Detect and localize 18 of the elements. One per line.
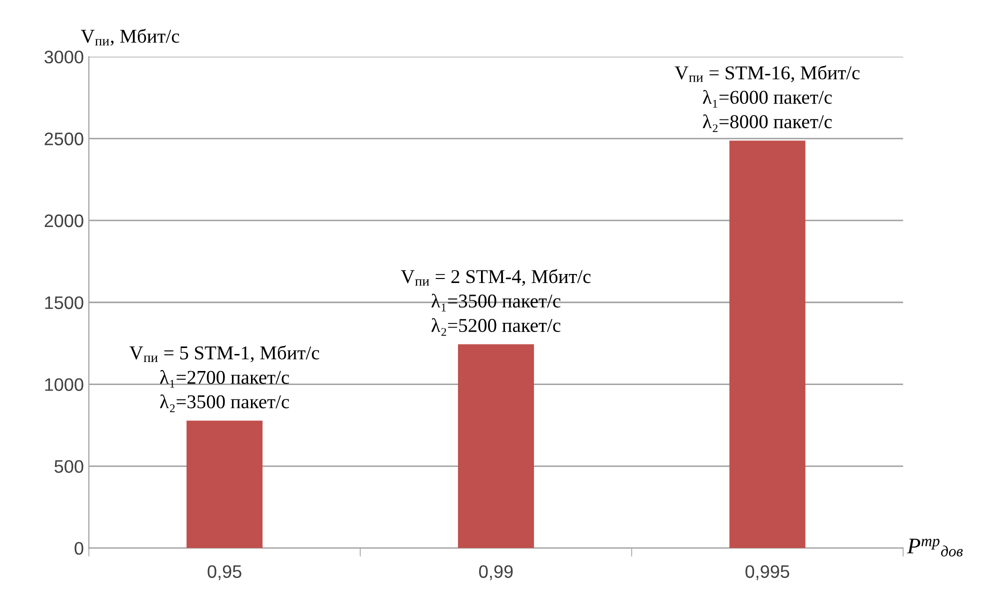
annotation: V$_{пи}$ = 5 STM-1, Мбит/с λ₁=2700 пакет/с λ₂=3500 пакет/с: [129, 345, 320, 412]
y-tick-label: 500: [54, 460, 84, 473]
annotation: V$_{пи}$ = STM-16, Мбит/с λ₁=6000 пакет/с λ₂=8000 пакет/с: [674, 65, 860, 132]
y-tick-label: 3000: [44, 50, 84, 64]
x-axis-title: P$^{тр}$$_{дов}$: [907, 538, 963, 556]
bar: [458, 344, 534, 548]
y-axis-title: V$_{пи}$, Мбит/с: [80, 28, 180, 46]
y-tick-label: 1000: [45, 378, 84, 391]
x-tick-label: 0,95: [208, 565, 242, 580]
x-tick-label: 0,995: [746, 565, 790, 580]
annotation: V$_{пи}$ = 2 STM-4, Мбит/с λ₁=3500 пакет/с λ₂=5200 пакет/с: [400, 269, 591, 336]
x-tick-label: 0,99: [479, 565, 513, 580]
y-tick-label: 1500: [45, 296, 84, 310]
bar: [186, 420, 263, 548]
y-tick-label: 0: [74, 542, 84, 555]
y-tick-label: 2500: [44, 132, 84, 146]
bar: [729, 140, 806, 548]
y-tick-label: 2000: [44, 214, 84, 228]
